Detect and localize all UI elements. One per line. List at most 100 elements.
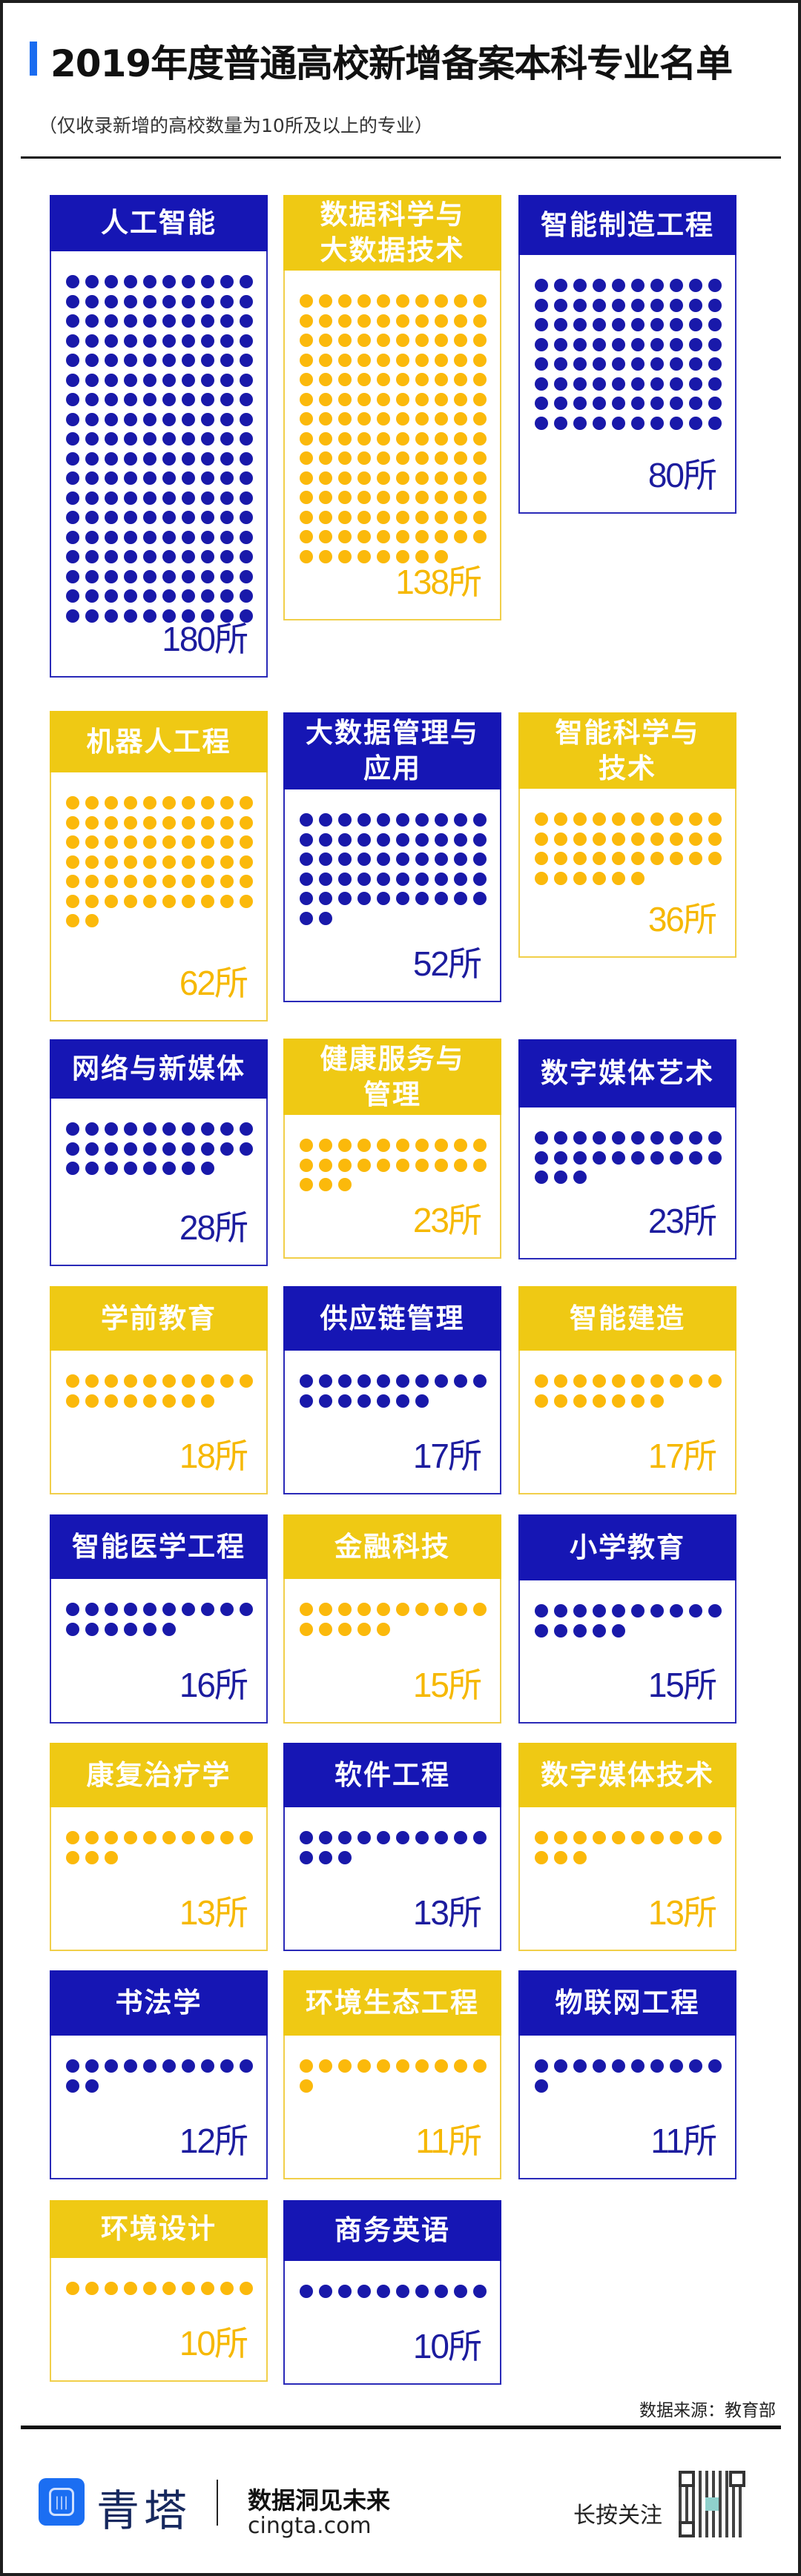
school-count: 28所 [179, 1208, 248, 1247]
dot [300, 2079, 313, 2093]
dot [220, 1831, 234, 1844]
dot [689, 1150, 702, 1165]
dot [357, 549, 371, 563]
dot [473, 392, 487, 406]
dot [162, 393, 176, 406]
dot [105, 1162, 118, 1175]
dot [182, 609, 195, 623]
school-count: 12所 [179, 2122, 248, 2160]
dot [593, 1394, 606, 1408]
dot [300, 412, 313, 426]
dot [396, 392, 409, 406]
dot [220, 569, 234, 583]
dot [66, 1142, 79, 1156]
dot [182, 511, 195, 524]
dot [66, 2282, 79, 2295]
dot [201, 334, 214, 348]
dot [162, 550, 176, 563]
dot [66, 815, 79, 830]
dot [670, 337, 683, 351]
dot [105, 1850, 118, 1864]
dot [240, 569, 253, 583]
dot [377, 431, 390, 446]
dot [435, 832, 448, 847]
dot [573, 1394, 587, 1408]
dot [105, 835, 118, 849]
dot [300, 314, 313, 328]
site-url[interactable]: cingta.com [248, 2513, 372, 2539]
dot [454, 2285, 467, 2298]
dot [535, 852, 548, 865]
dot [535, 812, 548, 826]
dot [220, 589, 234, 603]
dot [554, 318, 567, 331]
dot [162, 875, 176, 888]
dot [593, 1831, 606, 1844]
dot [415, 451, 429, 465]
dot [435, 549, 448, 563]
dot [66, 835, 79, 849]
dot [435, 491, 448, 504]
dot [708, 1604, 722, 1618]
dot [182, 314, 195, 328]
dot [201, 294, 214, 308]
dot [435, 392, 448, 406]
dot [357, 412, 371, 426]
dot [201, 530, 214, 544]
dot [631, 1150, 645, 1165]
dot [435, 530, 448, 543]
dot [554, 1394, 567, 1408]
dot [162, 609, 176, 623]
dot [240, 609, 253, 623]
dot [300, 872, 313, 886]
dot [357, 852, 371, 866]
dot [105, 314, 118, 328]
dot [670, 2059, 683, 2073]
dot [708, 298, 722, 312]
dot [554, 397, 567, 410]
dot [377, 491, 390, 504]
dot [124, 432, 137, 446]
dot [124, 471, 137, 485]
dot [338, 1831, 352, 1844]
dot [377, 530, 390, 543]
dot [338, 373, 352, 386]
page-subtitle: （仅收录新增的高校数量为10所及以上的专业） [39, 115, 433, 136]
dot [182, 275, 195, 288]
dot [473, 412, 487, 426]
dot [201, 1122, 214, 1136]
major-card: 智能制造工程 80所 [518, 195, 736, 514]
dot [573, 1604, 587, 1618]
dot [435, 872, 448, 886]
dot [201, 894, 214, 908]
major-card: 数字媒体艺术 23所 [518, 1039, 736, 1259]
dot [435, 1374, 448, 1388]
dot [162, 1831, 176, 1844]
dot [85, 511, 99, 524]
dot [535, 1171, 548, 1184]
qr-code-icon[interactable] [679, 2471, 745, 2537]
dot [631, 279, 645, 292]
dot [650, 279, 664, 292]
dot [319, 431, 332, 446]
dot [220, 894, 234, 908]
dot [435, 1603, 448, 1616]
dot [220, 530, 234, 544]
dot [377, 294, 390, 308]
dot [631, 298, 645, 312]
dot [338, 813, 352, 827]
dot [182, 875, 195, 888]
dot [240, 589, 253, 603]
dot [338, 832, 352, 847]
dot [357, 530, 371, 543]
dot [554, 852, 567, 865]
major-card: 人工智能 180所 [50, 195, 268, 678]
dot [650, 832, 664, 846]
dot [454, 1139, 467, 1152]
dot [85, 354, 99, 367]
dot [105, 2059, 118, 2073]
dot [319, 1394, 332, 1408]
dot [85, 412, 99, 426]
dot [338, 1374, 352, 1388]
major-card: 数字媒体技术 13所 [518, 1743, 736, 1951]
